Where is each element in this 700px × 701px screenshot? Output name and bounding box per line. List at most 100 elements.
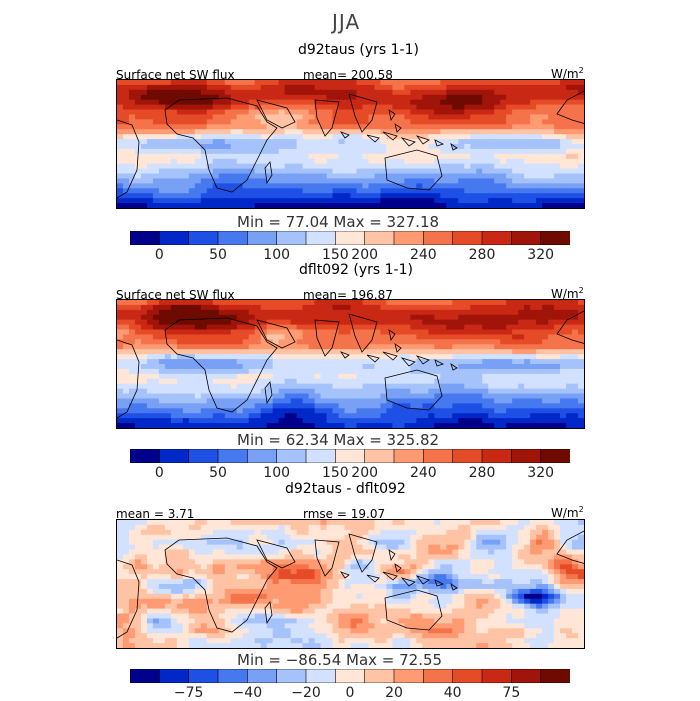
map-cell: [470, 114, 477, 120]
map-cell: [302, 300, 310, 306]
map-cell: [332, 114, 340, 120]
map-cell: [452, 368, 459, 375]
map-cell: [458, 198, 465, 204]
map-cell: [236, 158, 244, 165]
map-cell: [350, 403, 358, 409]
map-cell: [458, 378, 465, 385]
map-cell: [188, 354, 196, 360]
map-cell: [362, 188, 370, 194]
map-cell: [344, 354, 352, 360]
map-cell: [548, 539, 555, 546]
map-cell: [158, 104, 166, 111]
map-cell: [452, 398, 459, 404]
map-cell: [452, 388, 459, 395]
map-cell: [122, 334, 130, 340]
map-cell: [254, 109, 262, 116]
map-cell: [488, 188, 495, 194]
map-cell: [158, 524, 166, 531]
map-cell: [566, 94, 573, 101]
map-cell: [434, 388, 441, 395]
map-cell: [452, 124, 459, 130]
map-cell: [488, 84, 495, 91]
map-cell: [476, 544, 483, 551]
map-cell: [158, 129, 166, 135]
map-cell: [194, 309, 202, 316]
map-cell: [410, 408, 417, 414]
map-cell: [410, 109, 417, 116]
map-cell: [278, 398, 286, 404]
map-cell: [416, 178, 423, 184]
map-cell: [374, 373, 382, 380]
map-cell: [404, 153, 411, 160]
map-cell: [374, 539, 382, 546]
map-cell: [422, 529, 429, 536]
map-cell: [308, 94, 316, 101]
map-cell: [188, 188, 196, 194]
map-cell: [542, 139, 549, 145]
map-cell: [356, 529, 364, 536]
map-cell: [446, 378, 453, 385]
map-cell: [548, 304, 555, 311]
map-cell: [296, 549, 304, 556]
map-cell: [374, 388, 382, 395]
map-cell: [536, 119, 543, 125]
map-cell: [260, 84, 268, 91]
map-cell: [146, 344, 154, 350]
map-cell: [380, 148, 388, 155]
map-cell: [272, 413, 280, 419]
map-cell: [218, 334, 226, 340]
map-cell: [434, 188, 441, 194]
map-cell: [566, 329, 573, 336]
map-cell: [566, 89, 573, 96]
map-cell: [392, 114, 399, 120]
map-cell: [560, 339, 567, 345]
map-cell: [254, 84, 262, 91]
map-cell: [572, 168, 579, 175]
map-cell: [500, 354, 507, 360]
map-cell: [206, 524, 214, 531]
map-cell: [482, 84, 489, 91]
map-cell: [392, 168, 399, 175]
map-cell: [158, 300, 166, 306]
map-cell: [500, 524, 507, 531]
map-cell: [194, 148, 202, 155]
map-cell: [452, 114, 459, 120]
map-cell: [152, 163, 160, 170]
map-cell: [272, 80, 280, 86]
map-cell: [224, 124, 232, 130]
map-cell: [194, 329, 202, 336]
map-cell: [224, 153, 232, 160]
map-cell: [512, 124, 519, 130]
map-cell: [140, 534, 148, 541]
map-cell: [428, 304, 435, 311]
map-cell: [512, 84, 519, 91]
map-cell: [392, 324, 399, 331]
map-cell: [416, 554, 423, 560]
map-cell: [488, 153, 495, 160]
map-cell: [308, 383, 316, 390]
map-cell: [146, 534, 154, 541]
map-cell: [410, 193, 417, 199]
map-cell: [344, 324, 352, 331]
coastline-path: [434, 139, 445, 147]
map-cell: [356, 403, 364, 409]
map-cell: [308, 129, 316, 135]
map-cell: [242, 148, 250, 155]
map-cell: [140, 134, 148, 140]
map-cell: [392, 529, 399, 536]
map-cell: [524, 354, 531, 360]
map-cell: [422, 148, 429, 155]
map-cell: [152, 344, 160, 350]
map-cell: [170, 84, 178, 91]
map-cell: [128, 324, 136, 331]
map-cell: [284, 119, 292, 125]
map-cell: [302, 388, 310, 395]
map-cell: [512, 173, 519, 180]
map-cell: [158, 309, 166, 316]
map-cell: [272, 524, 280, 531]
map-cell: [308, 520, 316, 526]
map-cell: [494, 393, 501, 400]
map-cell: [128, 378, 136, 385]
map-cell: [140, 304, 148, 311]
map-cell: [152, 129, 160, 135]
